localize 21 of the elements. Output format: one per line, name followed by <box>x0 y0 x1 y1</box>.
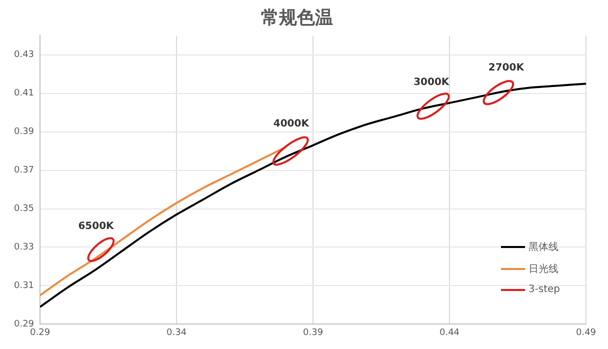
x-tick-label: 0.39 <box>302 328 324 338</box>
y-tick-label: 0.29 <box>14 320 34 330</box>
chart-title: 常规色温 <box>261 7 333 28</box>
y-tick-label: 0.31 <box>14 281 34 292</box>
legend-label: 黑体线 <box>528 240 558 254</box>
y-tick-label: 0.41 <box>14 88 34 99</box>
x-tick-label: 0.29 <box>30 328 50 338</box>
x-tick-label: 0.44 <box>439 328 460 338</box>
annotation: 4000K <box>273 118 310 130</box>
y-tick-label: 0.35 <box>14 204 34 214</box>
legend-label: 3-step <box>528 284 560 295</box>
y-tick-label: 0.43 <box>14 50 34 60</box>
annotation: 2700K <box>488 62 526 74</box>
y-tick-label: 0.33 <box>14 242 34 253</box>
annotation: 3000K <box>414 77 450 88</box>
annotation: 6500K <box>78 221 116 232</box>
y-tick-label: 0.37 <box>14 166 34 176</box>
y-tick-label: 0.39 <box>14 127 34 138</box>
x-tick-label: 0.34 <box>166 328 187 338</box>
legend-label: 日光线 <box>528 262 558 276</box>
x-tick-label: 0.49 <box>576 328 596 338</box>
